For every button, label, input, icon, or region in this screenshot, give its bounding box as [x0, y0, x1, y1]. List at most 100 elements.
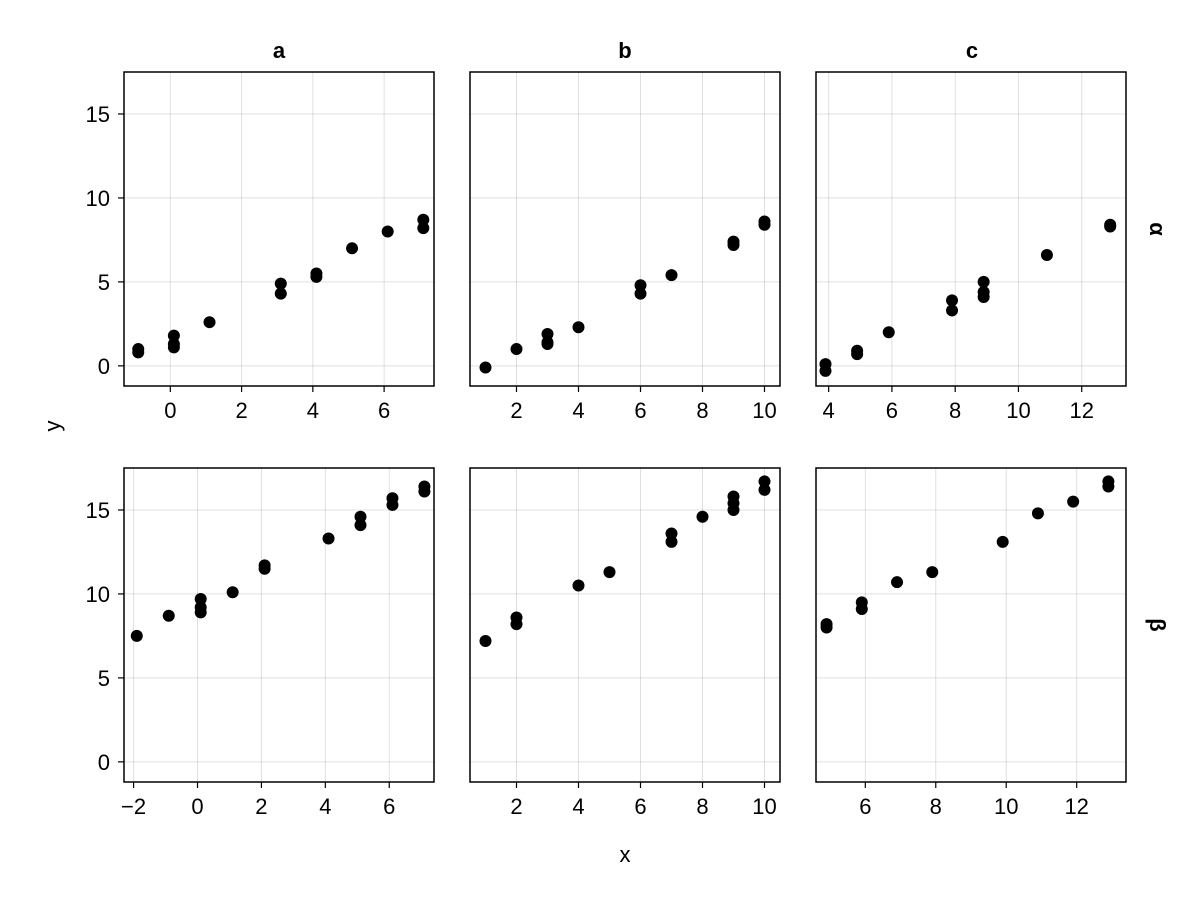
- data-point: [541, 336, 554, 349]
- x-tick-label: 4: [823, 398, 835, 423]
- data-point: [996, 535, 1009, 548]
- data-point: [572, 321, 585, 334]
- panel-alpha-c: 4 6 8 10 12: [815, 71, 1127, 423]
- x-tick-label: 6: [634, 398, 646, 423]
- column-title-c: c: [966, 38, 978, 63]
- data-point: [226, 586, 239, 599]
- data-point: [758, 475, 771, 488]
- data-point: [167, 329, 180, 342]
- data-point: [381, 225, 394, 238]
- data-point: [727, 235, 740, 248]
- data-point: [346, 242, 359, 255]
- column-title-a: a: [273, 38, 286, 63]
- x-tick-label: 2: [510, 398, 522, 423]
- x-tick-label: 10: [752, 398, 776, 423]
- data-point: [665, 269, 678, 282]
- data-point: [274, 277, 287, 290]
- data-point: [479, 634, 492, 647]
- y-tick-label: 5: [98, 270, 110, 295]
- x-tick-label: 6: [859, 794, 871, 819]
- panel-frame: [815, 71, 1127, 387]
- data-point: [1031, 507, 1044, 520]
- y-axis-title: y: [40, 421, 65, 432]
- x-axis-title: x: [620, 842, 631, 867]
- data-point: [855, 596, 868, 609]
- y-tick-label: 0: [98, 354, 110, 379]
- y-tick-label: 15: [86, 102, 110, 127]
- data-point: [572, 579, 585, 592]
- data-point: [203, 316, 216, 329]
- panel-beta-c: 6 8 10 12: [815, 467, 1127, 819]
- data-point: [130, 629, 143, 642]
- data-point: [946, 294, 959, 307]
- x-tick-label: 8: [949, 398, 961, 423]
- x-tick-label: 4: [572, 794, 584, 819]
- column-title-b: b: [618, 38, 631, 63]
- x-tick-label: 0: [191, 794, 203, 819]
- y-tick-label: 5: [98, 666, 110, 691]
- data-point: [727, 490, 740, 503]
- data-point: [819, 358, 832, 371]
- data-point: [386, 492, 399, 505]
- data-point: [946, 304, 959, 317]
- x-tick-label: 12: [1069, 398, 1093, 423]
- x-tick-label: −2: [121, 794, 146, 819]
- data-point: [882, 326, 895, 339]
- data-point: [194, 592, 207, 605]
- x-tick-label: 4: [572, 398, 584, 423]
- x-tick-label: 6: [383, 794, 395, 819]
- x-tick-label: 2: [255, 794, 267, 819]
- x-tick-label: 8: [930, 794, 942, 819]
- panel-frame: [469, 467, 781, 783]
- x-tick-label: 6: [634, 794, 646, 819]
- x-tick-label: 6: [378, 398, 390, 423]
- data-point: [510, 343, 523, 356]
- panel-frame: [123, 71, 435, 387]
- panel-frame: [815, 467, 1127, 783]
- data-point: [274, 287, 287, 300]
- x-tick-label: 0: [164, 398, 176, 423]
- data-point: [541, 327, 554, 340]
- data-point: [634, 287, 647, 300]
- x-tick-label: 2: [235, 398, 247, 423]
- row-title-alpha: α: [1145, 222, 1170, 236]
- row-title-beta: β: [1145, 618, 1170, 631]
- data-point: [758, 215, 771, 228]
- data-point: [891, 576, 904, 589]
- data-point: [665, 527, 678, 540]
- data-point: [977, 285, 990, 298]
- data-point: [926, 566, 939, 579]
- data-point: [1102, 475, 1115, 488]
- data-point: [1040, 249, 1053, 262]
- x-tick-label: 10: [1006, 398, 1030, 423]
- data-point: [418, 480, 431, 493]
- data-point: [162, 609, 175, 622]
- y-tick-label: 10: [86, 186, 110, 211]
- data-point: [417, 222, 430, 235]
- panel-frame: [469, 71, 781, 387]
- data-point: [851, 344, 864, 357]
- data-point: [322, 532, 335, 545]
- data-point: [665, 535, 678, 548]
- panels-layer: 0 2 4 6 0 5 10 15 2 4 6 8 10 4 6 8 10 12 −2 0 2 4 6 0 5 10 15 2 4 6 8 1…: [86, 71, 1127, 819]
- panel-beta-b: 2 4 6 8 10: [469, 467, 781, 819]
- data-point: [417, 213, 430, 226]
- data-point: [977, 275, 990, 288]
- panel-alpha-a: 0 2 4 6 0 5 10 15: [86, 71, 435, 423]
- data-point: [310, 267, 323, 280]
- data-point: [354, 510, 367, 523]
- panel-frame: [123, 467, 435, 783]
- data-point: [696, 510, 709, 523]
- data-point: [1067, 495, 1080, 508]
- panel-alpha-b: 2 4 6 8 10: [469, 71, 781, 423]
- panel-beta-a: −2 0 2 4 6 0 5 10 15: [86, 467, 435, 819]
- x-tick-label: 8: [696, 398, 708, 423]
- data-point: [479, 361, 492, 374]
- x-tick-label: 8: [696, 794, 708, 819]
- data-point: [510, 611, 523, 624]
- x-tick-label: 10: [752, 794, 776, 819]
- data-point: [194, 601, 207, 614]
- data-point: [758, 483, 771, 496]
- data-point: [820, 618, 833, 631]
